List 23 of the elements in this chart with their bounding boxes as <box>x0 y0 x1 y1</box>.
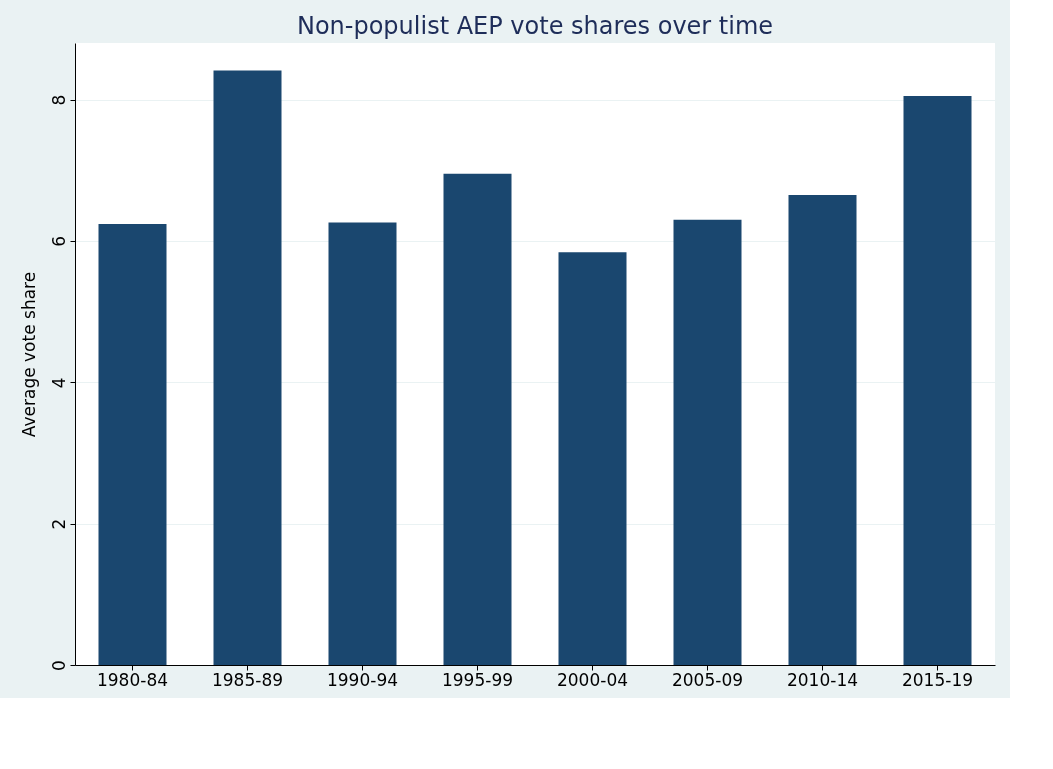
x-tick-label: 2005-09 <box>671 669 744 690</box>
x-tick-label: 1995-99 <box>441 669 514 690</box>
y-tick-label: 4 <box>48 377 69 389</box>
x-tick-label: 1980-84 <box>96 669 169 690</box>
bar <box>213 70 282 665</box>
bar <box>443 173 512 665</box>
y-axis-title: Average vote share <box>18 271 39 438</box>
x-tick-label: 2015-19 <box>901 669 974 690</box>
bar <box>98 223 167 665</box>
x-tick-label: 2000-04 <box>556 669 629 690</box>
y-tick-label: 2 <box>48 518 69 530</box>
y-tick-label: 6 <box>48 236 69 247</box>
bar <box>328 222 397 665</box>
chart-title: Non-populist AEP vote shares over time <box>296 12 774 40</box>
bar <box>558 252 627 665</box>
bar <box>788 194 857 665</box>
x-tick-label: 2010-14 <box>786 669 859 690</box>
bar <box>903 96 972 665</box>
bar <box>673 219 742 665</box>
y-tick-label: 8 <box>48 94 69 106</box>
x-tick-label: 1990-94 <box>326 669 399 690</box>
y-tick-label: 0 <box>48 660 69 671</box>
x-tick-label: 1985-89 <box>211 669 284 690</box>
